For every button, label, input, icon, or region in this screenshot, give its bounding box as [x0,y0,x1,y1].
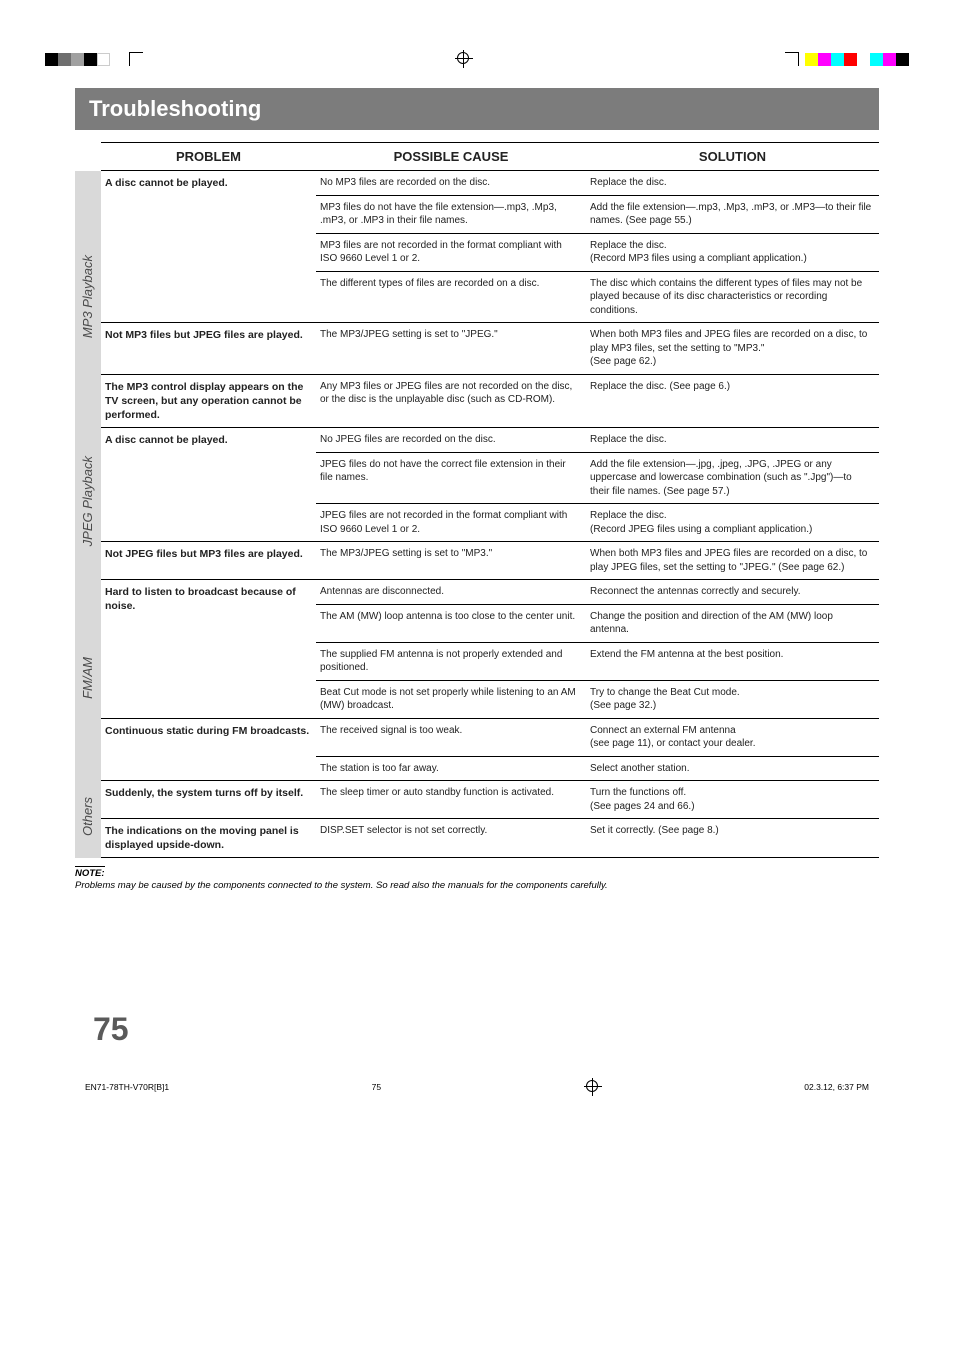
cause-cell: The supplied FM antenna is not properly … [316,642,586,680]
cause-cell: Antennas are disconnected. [316,580,586,605]
footer-timestamp: 02.3.12, 6:37 PM [804,1082,869,1092]
note-block: NOTE: Problems may be caused by the comp… [75,866,879,891]
solution-cell: Turn the functions off. (See pages 24 an… [586,781,879,819]
solution-cell: Extend the FM antenna at the best positi… [586,642,879,680]
cause-cell: DISP.SET selector is not set correctly. [316,819,586,858]
solution-cell: When both MP3 files and JPEG files are r… [586,323,879,375]
solution-cell: Add the file extension—.mp3, .Mp3, .mP3,… [586,195,879,233]
registration-target-icon [584,1078,602,1096]
solution-cell: Add the file extension—.jpg, .jpeg, .JPG… [586,452,879,504]
group-cell: MP3 Playback [75,171,101,428]
color-bars-left [45,53,123,66]
cause-cell: The station is too far away. [316,756,586,781]
page-title: Troubleshooting [89,96,865,122]
col-header-problem: PROBLEM [101,143,316,171]
note-text: Problems may be caused by the components… [75,880,879,891]
cause-cell: JPEG files are not recorded in the forma… [316,504,586,542]
problem-cell: Not MP3 files but JPEG files are played. [101,323,316,375]
cause-cell: The different types of files are recorde… [316,271,586,323]
cause-cell: JPEG files do not have the correct file … [316,452,586,504]
troubleshooting-table: PROBLEM POSSIBLE CAUSE SOLUTION MP3 Play… [75,142,879,858]
crop-bracket-icon [785,52,799,66]
cause-cell: MP3 files do not have the file extension… [316,195,586,233]
col-header-solution: SOLUTION [586,143,879,171]
cause-cell: The AM (MW) loop antenna is too close to… [316,604,586,642]
registration-target-icon [455,50,473,68]
problem-cell: The indications on the moving panel is d… [101,819,316,858]
cause-cell: No MP3 files are recorded on the disc. [316,171,586,196]
crop-bracket-icon [129,52,143,66]
registration-top [45,50,909,68]
cause-cell: No JPEG files are recorded on the disc. [316,428,586,453]
solution-cell: Replace the disc. (Record JPEG files usi… [586,504,879,542]
note-heading: NOTE: [75,866,105,879]
cause-cell: Beat Cut mode is not set properly while … [316,680,586,718]
group-label: Others [79,797,97,836]
problem-cell: Not JPEG files but MP3 files are played. [101,542,316,580]
problem-cell: A disc cannot be played. [101,428,316,542]
solution-cell: Reconnect the antennas correctly and sec… [586,580,879,605]
color-bars-right [805,53,909,66]
cause-cell: The MP3/JPEG setting is set to "JPEG." [316,323,586,375]
solution-cell: Connect an external FM antenna (see page… [586,718,879,756]
solution-cell: Change the position and direction of the… [586,604,879,642]
group-cell: FM/AM [75,580,101,781]
page-number: 75 [93,1011,879,1048]
solution-cell: Replace the disc. (Record MP3 files usin… [586,233,879,271]
problem-cell: Continuous static during FM broadcasts. [101,718,316,781]
cause-cell: Any MP3 files or JPEG files are not reco… [316,374,586,428]
problem-cell: The MP3 control display appears on the T… [101,374,316,428]
solution-cell: The disc which contains the different ty… [586,271,879,323]
group-cell: JPEG Playback [75,428,101,580]
problem-cell: Hard to listen to broadcast because of n… [101,580,316,719]
solution-cell: Try to change the Beat Cut mode. (See pa… [586,680,879,718]
group-cell: Others [75,781,101,858]
footer-doc-id: EN71-78TH-V70R[B]1 [85,1082,169,1092]
solution-cell: Replace the disc. (See page 6.) [586,374,879,428]
cause-cell: The MP3/JPEG setting is set to "MP3." [316,542,586,580]
group-label: MP3 Playback [79,255,97,338]
cause-cell: The sleep timer or auto standby function… [316,781,586,819]
group-label: FM/AM [79,657,97,699]
solution-cell: Select another station. [586,756,879,781]
solution-cell: Replace the disc. [586,171,879,196]
problem-cell: A disc cannot be played. [101,171,316,323]
group-header-empty [75,143,101,171]
group-label: JPEG Playback [79,456,97,546]
solution-cell: When both MP3 files and JPEG files are r… [586,542,879,580]
solution-cell: Set it correctly. (See page 8.) [586,819,879,858]
footer: EN71-78TH-V70R[B]1 75 02.3.12, 6:37 PM [75,1078,879,1096]
problem-cell: Suddenly, the system turns off by itself… [101,781,316,819]
cause-cell: MP3 files are not recorded in the format… [316,233,586,271]
solution-cell: Replace the disc. [586,428,879,453]
footer-page: 75 [372,1082,381,1092]
title-band: Troubleshooting [75,88,879,130]
cause-cell: The received signal is too weak. [316,718,586,756]
col-header-cause: POSSIBLE CAUSE [316,143,586,171]
